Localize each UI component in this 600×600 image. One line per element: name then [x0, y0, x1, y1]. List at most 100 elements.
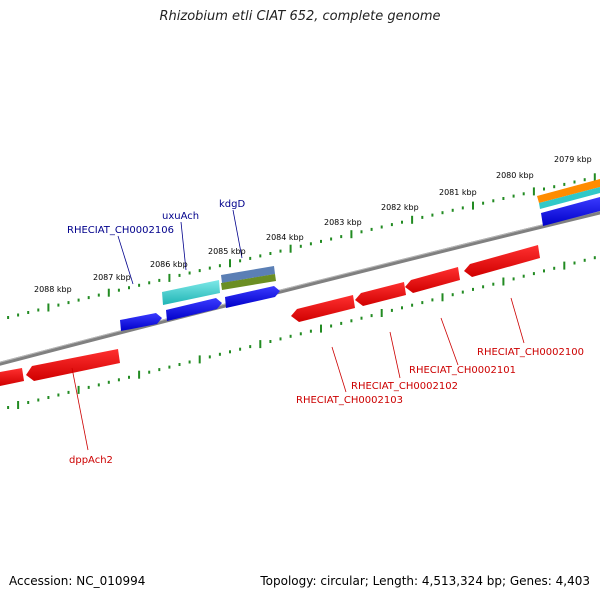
leader-line [331, 346, 347, 393]
minor-tick [188, 271, 191, 275]
reverse-cds-arrow[interactable] [291, 295, 355, 322]
minor-tick [299, 332, 302, 336]
tick-label: 2085 kbp [208, 247, 246, 256]
minor-tick [330, 237, 333, 241]
major-tick [47, 303, 50, 312]
gene-label[interactable]: RHECIAT_CH0002102 [351, 381, 458, 392]
minor-tick [178, 273, 181, 277]
leader-line [180, 221, 187, 271]
reverse-cds-arrow[interactable] [0, 368, 24, 386]
minor-tick [27, 401, 30, 404]
reverse-cds-arrow[interactable] [405, 267, 460, 293]
minor-tick [208, 266, 211, 270]
minor-tick [158, 368, 161, 372]
gene-label[interactable]: RHECIAT_CH0002103 [296, 395, 403, 406]
minor-tick [269, 252, 272, 255]
minor-tick [512, 277, 515, 281]
minor-tick [249, 256, 252, 260]
reverse-cds-arrow[interactable] [355, 282, 406, 306]
minor-tick [482, 285, 485, 289]
forward-cds-arrow[interactable] [225, 286, 280, 308]
minor-tick [543, 269, 545, 273]
minor-tick [522, 274, 525, 278]
minor-tick [441, 211, 444, 215]
leader-line [440, 317, 459, 366]
gene-label[interactable]: RHECIAT_CH0002100 [477, 347, 584, 358]
minor-tick [563, 182, 566, 186]
reverse-cds-arrow[interactable] [464, 245, 540, 277]
minor-tick [340, 235, 343, 239]
minor-tick [543, 187, 545, 191]
major-tick [289, 244, 292, 253]
reverse-tick-ring [7, 256, 596, 409]
minor-tick [27, 311, 30, 314]
minor-tick [117, 288, 120, 292]
minor-tick [77, 298, 80, 302]
tick-label: 2088 kbp [34, 285, 72, 294]
minor-tick [350, 319, 353, 323]
forward-rna-arrow[interactable] [539, 187, 600, 209]
minor-tick [370, 227, 373, 231]
minor-tick [573, 261, 576, 265]
gene-label[interactable]: RHECIAT_CH0002106 [67, 225, 174, 236]
minor-tick [451, 208, 454, 212]
minor-tick [553, 185, 556, 189]
major-tick [259, 340, 262, 349]
minor-tick [87, 385, 90, 389]
minor-tick [340, 321, 343, 325]
forward-rna-arrow[interactable] [162, 280, 220, 305]
major-tick [229, 259, 231, 268]
minor-tick [87, 296, 90, 300]
reverse-cds-arrow[interactable] [26, 349, 120, 381]
tick-label: 2084 kbp [266, 233, 304, 242]
minor-tick [330, 324, 333, 328]
leader-line [389, 331, 401, 379]
tick-label: 2079 kbp [554, 155, 592, 164]
minor-tick [7, 316, 10, 319]
minor-tick [259, 254, 262, 258]
minor-tick [431, 298, 434, 302]
major-tick [77, 385, 80, 394]
minor-tick [401, 220, 403, 224]
forward-tick-ring [7, 173, 596, 319]
forward-cds-arrow[interactable] [166, 298, 222, 321]
minor-tick [411, 303, 414, 307]
minor-tick [482, 201, 485, 205]
minor-tick [269, 340, 272, 343]
tick-label: 2086 kbp [150, 260, 188, 269]
forward-rna-arrow[interactable] [221, 274, 276, 290]
minor-tick [117, 378, 120, 382]
minor-tick [279, 337, 282, 341]
minor-tick [309, 329, 312, 333]
forward-rna-arrow[interactable] [221, 266, 275, 283]
minor-tick [583, 258, 586, 262]
minor-tick [390, 223, 393, 227]
topology-text: Topology: circular; Length: 4,513,324 bp… [260, 574, 590, 588]
forward-cds-arrow[interactable] [541, 197, 600, 226]
minor-tick [158, 278, 161, 282]
forward-cds-arrow[interactable] [120, 313, 162, 331]
forward-features [120, 179, 600, 331]
minor-tick [522, 192, 525, 196]
minor-tick [380, 225, 383, 229]
tick-label: 2082 kbp [381, 203, 419, 212]
gene-label[interactable]: kdgD [219, 199, 245, 210]
gene-label[interactable]: uxuAch [162, 211, 199, 222]
minor-tick [67, 390, 70, 394]
minor-tick [532, 272, 535, 276]
major-tick [198, 355, 201, 364]
major-tick [320, 324, 322, 333]
minor-tick [492, 282, 495, 286]
minor-tick [583, 178, 586, 182]
major-tick [441, 293, 444, 302]
minor-tick [593, 256, 596, 260]
minor-tick [17, 313, 20, 317]
minor-tick [168, 365, 171, 369]
major-tick [472, 201, 474, 210]
tick-label: 2081 kbp [439, 188, 477, 197]
gene-label[interactable]: RHECIAT_CH0002101 [409, 365, 516, 376]
minor-tick [188, 360, 191, 364]
forward-rna-arrow[interactable] [537, 179, 600, 203]
gene-label[interactable]: dppAch2 [69, 455, 113, 466]
